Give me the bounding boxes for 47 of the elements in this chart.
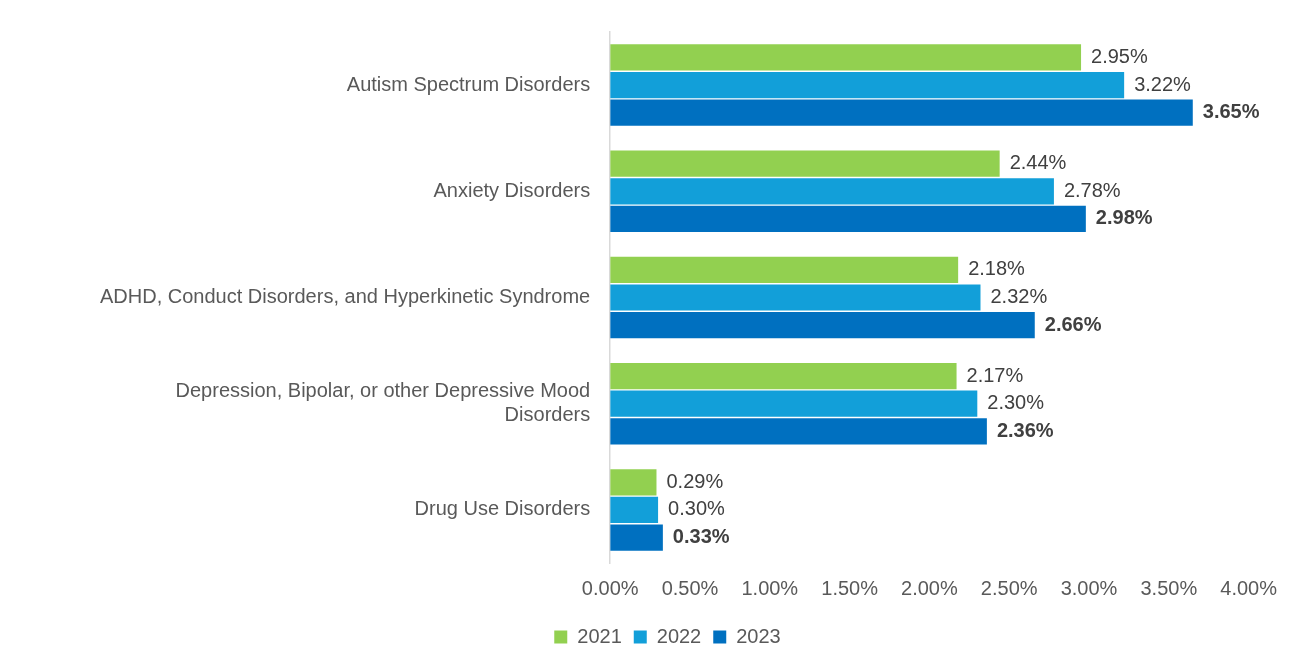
- x-tick-label: 3.50%: [1140, 576, 1198, 599]
- data-label: 0.33%: [672, 525, 730, 548]
- bar: [610, 312, 1035, 339]
- bar: [610, 256, 959, 283]
- data-label: 2.30%: [987, 391, 1045, 414]
- data-label: 2.36%: [996, 418, 1054, 441]
- x-tick-label: 2.00%: [901, 576, 958, 599]
- data-label: 2.95%: [1091, 45, 1148, 67]
- bar: [610, 469, 657, 496]
- data-label: 0.30%: [668, 497, 725, 520]
- data-label: 2.44%: [1009, 151, 1067, 174]
- data-label: 3.65%: [1202, 100, 1260, 123]
- x-tick-label: 1.00%: [741, 576, 799, 599]
- x-tick-label: 3.00%: [1060, 576, 1118, 599]
- x-tick-label: 0.00%: [581, 576, 639, 599]
- bar: [610, 284, 981, 311]
- y-tick-label: Depression, Bipolar, or other Depressive Mood Disorders: [175, 379, 591, 426]
- data-label: 0.29%: [666, 469, 724, 492]
- x-tick-label: 4.00%: [1220, 576, 1278, 599]
- bar: [610, 150, 1000, 177]
- data-label: 2.66%: [1044, 312, 1102, 335]
- y-tick-label: ADHD, Conduct Disorders, and Hyperkinetic Syndrome: [99, 285, 591, 308]
- bar: [610, 99, 1193, 126]
- bar: [610, 44, 1082, 71]
- data-label: 2.78%: [1063, 178, 1121, 201]
- bar: [610, 205, 1086, 233]
- data-label: 2.98%: [1095, 206, 1153, 229]
- legend-label: 2021: [577, 624, 622, 647]
- data-label: 3.22%: [1134, 72, 1192, 95]
- legend-label: 2022: [656, 624, 702, 647]
- bar: [610, 496, 659, 524]
- y-tick-label: Drug Use Disorders: [414, 497, 591, 520]
- x-tick-label: 0.50%: [661, 576, 719, 599]
- y-tick-label: Anxiety Disorders: [433, 178, 591, 201]
- bar: [610, 71, 1125, 99]
- y-tick-label: Autism Spectrum Disorders: [346, 72, 591, 95]
- bar: [610, 178, 1054, 205]
- data-label: 2.17%: [966, 363, 1024, 386]
- bar: [610, 524, 663, 551]
- legend-label: 2023: [736, 624, 781, 647]
- x-tick-label: 2.50%: [980, 576, 1038, 599]
- x-tick-label: 1.50%: [821, 576, 879, 599]
- bar: [610, 390, 978, 417]
- bar: [610, 418, 987, 445]
- bar: [610, 362, 957, 390]
- data-label: 2.32%: [990, 285, 1048, 308]
- data-label: 2.18%: [968, 257, 1026, 280]
